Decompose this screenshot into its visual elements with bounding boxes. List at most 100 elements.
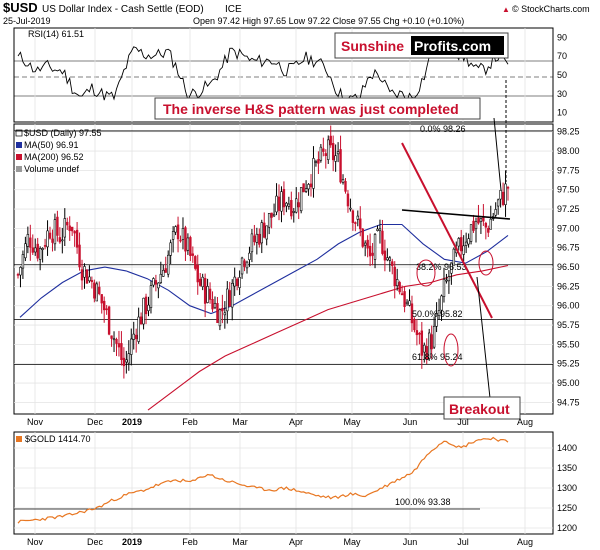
candle-body: [51, 238, 54, 243]
candle-body: [208, 288, 212, 300]
breakout-text: Breakout: [449, 401, 510, 417]
candle-body: [189, 237, 192, 256]
candle-body: [272, 213, 276, 217]
candle-body: [356, 215, 359, 220]
candle-body: [203, 278, 207, 304]
candle-body: [120, 343, 123, 361]
fib-50-label: 50.0% 95.82: [412, 309, 463, 319]
gold-fib-label: 100.0% 93.38: [395, 497, 451, 507]
rsi-tick-label: 50: [557, 70, 567, 80]
candle-body: [127, 353, 131, 364]
candle-body: [90, 280, 94, 282]
candle-body: [282, 189, 286, 208]
head-and-shoulders-drawing: [401, 80, 511, 399]
month-label: Dec: [87, 417, 104, 427]
header-date: 25-Jul-2019: [3, 16, 51, 26]
candle-body: [243, 260, 246, 267]
candle-body: [63, 218, 66, 238]
candle-body: [464, 241, 468, 246]
price-tick-label: 97.00: [557, 223, 580, 233]
rsi-tick-label: 70: [557, 51, 567, 61]
candle-body: [405, 301, 409, 305]
candle-body: [307, 184, 310, 190]
candle-body: [346, 193, 350, 207]
month-label: 2019: [122, 417, 142, 427]
candle-body: [80, 269, 84, 281]
candle-body: [496, 199, 500, 207]
candle-body: [474, 221, 478, 230]
candle-body: [309, 183, 313, 188]
candle-body: [327, 139, 330, 160]
header-symbol: $USD: [3, 0, 38, 15]
candle-body: [176, 224, 180, 240]
candle-body: [149, 285, 153, 308]
month-label: 2019: [122, 537, 142, 547]
candle-body: [43, 245, 47, 247]
fib-382-label: 38.2% 96.53: [416, 262, 467, 272]
candle-body: [287, 203, 291, 207]
candle-body: [112, 338, 116, 341]
candle-body: [267, 213, 271, 228]
candle-body: [388, 257, 392, 261]
candle-body: [88, 276, 91, 282]
candle-body: [38, 248, 42, 260]
candle-body: [31, 247, 34, 253]
candle-body: [430, 334, 433, 350]
candle-body: [199, 278, 202, 286]
rsi-tick-label: 90: [557, 32, 567, 42]
legend-usd: $USD (Daily) 97.55: [24, 128, 102, 138]
month-axis-top: Nov Dec 2019 Feb Mar Apr May Jun Jul Aug: [27, 417, 533, 427]
candle-body: [107, 306, 111, 335]
candle-body: [26, 234, 30, 247]
candle-body: [132, 333, 135, 340]
candle-body: [432, 325, 436, 348]
price-tick-label: 97.75: [557, 165, 580, 175]
candle-body: [36, 243, 39, 259]
candle-body: [117, 343, 121, 348]
candle-body: [425, 346, 428, 360]
rsi-tick-label: 10: [557, 108, 567, 118]
rsi-line: [17, 46, 509, 103]
candle-body: [147, 304, 150, 311]
candle-body: [152, 278, 155, 286]
candle-body: [277, 196, 281, 211]
candle-body: [484, 222, 488, 228]
candle-body: [167, 254, 170, 275]
candle-body: [226, 288, 229, 312]
candle-body: [351, 210, 355, 223]
month-label: Mar: [232, 417, 248, 427]
candle-body: [122, 357, 126, 367]
candle-body: [216, 303, 219, 324]
gold-tick-label: 1400: [557, 443, 577, 453]
candle-body: [213, 302, 217, 309]
candle-body: [317, 159, 320, 164]
candle-body: [159, 273, 163, 283]
month-label: Nov: [27, 537, 44, 547]
candle-body: [302, 183, 305, 193]
candle-body: [85, 269, 89, 284]
candle-body: [253, 235, 256, 243]
gold-line: [17, 436, 509, 524]
candle-body: [258, 233, 261, 245]
candle-body: [363, 242, 367, 246]
month-label: May: [343, 417, 361, 427]
candle-body: [440, 295, 443, 311]
price-tick-label: 98.25: [557, 127, 580, 137]
candle-body: [245, 261, 249, 269]
candle-body: [231, 283, 234, 308]
candle-body: [144, 296, 148, 315]
price-tick-label: 98.00: [557, 146, 580, 156]
candle-body: [373, 234, 377, 260]
gold-tick-label: 1200: [557, 523, 577, 533]
candle-body: [206, 286, 209, 303]
candle-body: [100, 294, 103, 304]
candle-body: [78, 244, 81, 268]
month-label: Nov: [27, 417, 44, 427]
candle-body: [400, 293, 404, 296]
candle-body: [34, 247, 37, 253]
month-label: Dec: [87, 537, 104, 547]
candle-body: [361, 228, 364, 247]
candle-body: [98, 286, 101, 295]
candle-body: [250, 233, 254, 253]
candle-body: [435, 312, 438, 327]
